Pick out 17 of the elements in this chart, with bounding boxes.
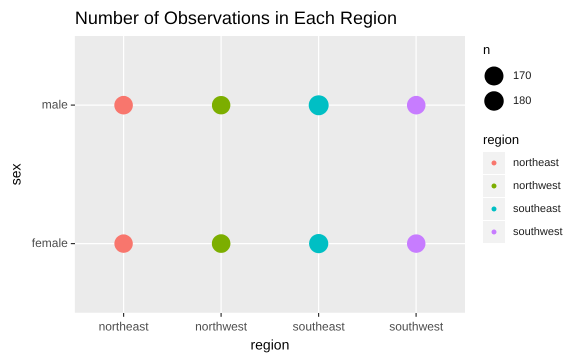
y-axis-title: sex [7, 164, 24, 186]
text: n [483, 42, 490, 57]
chart-title: Number of Observations in Each Region [74, 8, 397, 28]
legend-label: southwest [513, 226, 563, 238]
legend-label: northwest [513, 180, 561, 192]
x-tick-label: southeast [292, 319, 346, 334]
x-tick-label: northwest [195, 319, 248, 334]
legend-label: 170 [513, 70, 532, 82]
category-label: male [42, 98, 68, 112]
x-tick-label: southwest [389, 319, 444, 334]
x-tick-label: northeast [98, 319, 150, 334]
legend-label: northeast [513, 157, 559, 170]
legend-label: southeast [513, 203, 561, 216]
legend-title: region [250, 336, 290, 352]
x-axis-title: region [483, 132, 520, 147]
legend-label: 180 [513, 95, 532, 108]
category-label: female [32, 236, 68, 250]
